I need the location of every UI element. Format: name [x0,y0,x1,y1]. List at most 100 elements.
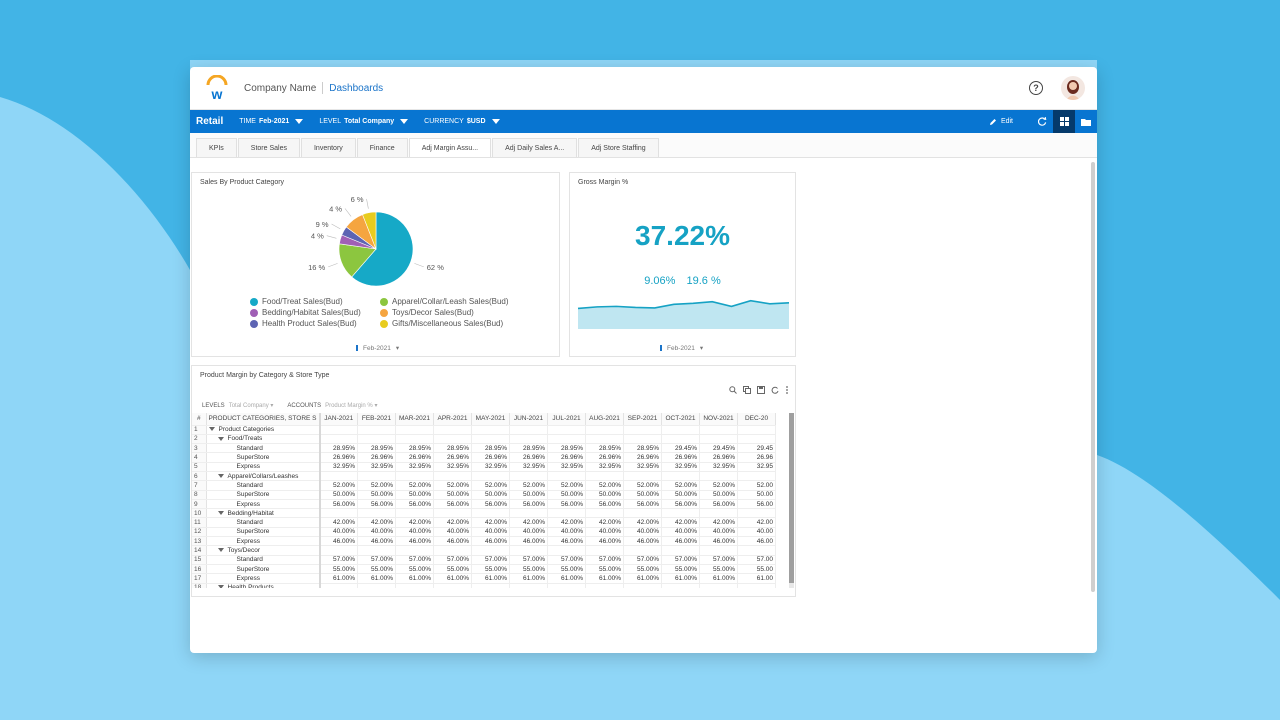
table-row[interactable]: 17 Express 61.00% 61.00% 61.00% 61.00% 61.00% 6… [192,573,776,584]
table-cell[interactable] [623,583,662,588]
table-cell[interactable]: 61.00% [357,573,396,584]
row-label[interactable]: Food/Treats [206,434,321,445]
legend-item[interactable]: Toys/Decor Sales(Bud) [380,308,530,317]
table-cell[interactable]: 32.95% [699,462,738,473]
table-cell[interactable]: 40.00% [395,527,434,538]
table-cell[interactable]: 61.00% [661,573,700,584]
table-cell[interactable]: 28.95% [395,443,434,454]
table-cell[interactable]: 32.95% [661,462,700,473]
row-label[interactable]: Product Categories [206,425,321,435]
table-cell[interactable] [509,425,548,435]
table-cell[interactable]: 52.00 [737,480,776,491]
table-cell[interactable]: 26.96% [509,452,548,463]
table-cell[interactable]: 57.00% [357,555,396,565]
table-cell[interactable]: 52.00% [471,480,510,491]
table-cell[interactable]: 52.00% [433,480,472,491]
table-cell[interactable]: 52.00% [585,480,624,491]
table-cell[interactable]: 32.95% [357,462,396,473]
table-cell[interactable]: 42.00% [509,517,548,528]
table-cell[interactable]: 32.95% [319,462,358,473]
workday-logo-icon[interactable]: w [204,74,230,102]
table-cell[interactable]: 61.00% [471,573,510,584]
table-cell[interactable]: 52.00% [623,480,662,491]
table-cell[interactable]: 46.00% [471,536,510,547]
table-cell[interactable]: 26.96% [547,452,586,463]
table-cell[interactable]: 56.00 [737,499,776,510]
time-filter[interactable]: TIME Feb-2021 [239,118,304,125]
table-cell[interactable]: 50.00% [433,490,472,500]
table-cell[interactable]: 26.96% [319,452,358,463]
levels-filter[interactable]: LEVELS Total Company ▾ [202,402,273,409]
grid-scrollbar[interactable] [789,413,794,588]
table-cell[interactable] [509,583,548,588]
table-cell[interactable]: 56.00% [509,499,548,510]
table-cell[interactable]: 28.95% [433,443,472,454]
table-cell[interactable]: 40.00% [509,527,548,538]
column-header[interactable]: JUL-2021 [547,413,586,426]
table-cell[interactable]: 56.00% [547,499,586,510]
table-cell[interactable] [471,508,510,519]
table-cell[interactable]: 61.00% [319,573,358,584]
column-header[interactable]: JAN-2021 [319,413,358,426]
table-cell[interactable] [661,471,700,482]
table-cell[interactable] [585,583,624,588]
legend-item[interactable]: Bedding/Habitat Sales(Bud) [250,308,380,317]
table-cell[interactable]: 57.00% [547,555,586,565]
column-header[interactable]: MAY-2021 [471,413,510,426]
pie-slice[interactable] [351,211,414,287]
table-cell[interactable]: 55.00% [357,564,396,575]
table-row[interactable]: 9 Express 56.00% 56.00% 56.00% 56.00% 56.00% 56… [192,499,776,510]
table-cell[interactable]: 52.00% [509,480,548,491]
tab-store-sales[interactable]: Store Sales [237,138,300,157]
table-cell[interactable]: 56.00% [585,499,624,510]
table-cell[interactable]: 40.00% [319,527,358,538]
table-cell[interactable]: 32.95% [395,462,434,473]
row-label[interactable]: Toys/Decor [206,545,321,556]
column-header[interactable]: JUN-2021 [509,413,548,426]
table-cell[interactable] [623,471,662,482]
table-cell[interactable]: 50.00% [547,490,586,500]
expand-caret-icon[interactable] [217,436,224,441]
grid-view-button[interactable] [1053,110,1075,133]
table-cell[interactable]: 40.00% [699,527,738,538]
table-cell[interactable]: 40.00% [661,527,700,538]
table-cell[interactable] [433,434,472,445]
table-cell[interactable] [547,434,586,445]
table-cell[interactable]: 61.00% [623,573,662,584]
help-circle-icon[interactable]: ? [1029,81,1043,95]
table-cell[interactable] [509,471,548,482]
table-cell[interactable]: 55.00% [509,564,548,575]
table-cell[interactable]: 61.00% [433,573,472,584]
table-cell[interactable] [623,508,662,519]
table-row[interactable]: 2 Food/Treats [192,434,776,445]
user-avatar-icon[interactable] [1061,76,1085,100]
table-cell[interactable] [395,434,434,445]
table-cell[interactable] [471,545,510,556]
table-cell[interactable] [509,434,548,445]
table-cell[interactable] [395,425,434,435]
table-row[interactable]: 11 Standard 42.00% 42.00% 42.00% 42.00% 42.00%… [192,517,776,528]
table-cell[interactable] [357,471,396,482]
table-cell[interactable]: 50.00% [471,490,510,500]
table-cell[interactable] [661,508,700,519]
table-cell[interactable] [585,471,624,482]
table-cell[interactable] [699,434,738,445]
table-cell[interactable] [357,425,396,435]
table-cell[interactable] [737,434,776,445]
table-cell[interactable]: 46.00% [547,536,586,547]
tab-adj-margin-assurance[interactable]: Adj Margin Assu... [408,138,492,157]
table-cell[interactable]: 42.00% [395,517,434,528]
table-cell[interactable]: 46.00% [395,536,434,547]
table-cell[interactable]: 40.00% [623,527,662,538]
table-cell[interactable]: 55.00% [319,564,358,575]
tab-adj-daily-sales[interactable]: Adj Daily Sales A... [492,138,578,157]
table-cell[interactable] [661,425,700,435]
table-cell[interactable]: 40.00% [357,527,396,538]
page-scrollbar[interactable] [1091,162,1095,592]
table-cell[interactable]: 28.95% [319,443,358,454]
table-cell[interactable]: 26.96% [585,452,624,463]
tab-inventory[interactable]: Inventory [300,138,356,157]
column-header[interactable]: FEB-2021 [357,413,396,426]
table-cell[interactable]: 42.00% [471,517,510,528]
table-cell[interactable]: 42.00% [585,517,624,528]
